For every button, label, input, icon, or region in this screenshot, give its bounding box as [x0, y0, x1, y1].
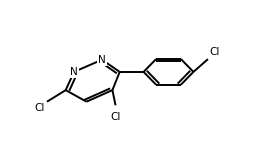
Text: Cl: Cl: [35, 103, 45, 113]
Text: N: N: [98, 55, 106, 65]
Text: Cl: Cl: [209, 47, 219, 57]
Text: Cl: Cl: [110, 112, 121, 122]
Text: N: N: [70, 67, 78, 77]
